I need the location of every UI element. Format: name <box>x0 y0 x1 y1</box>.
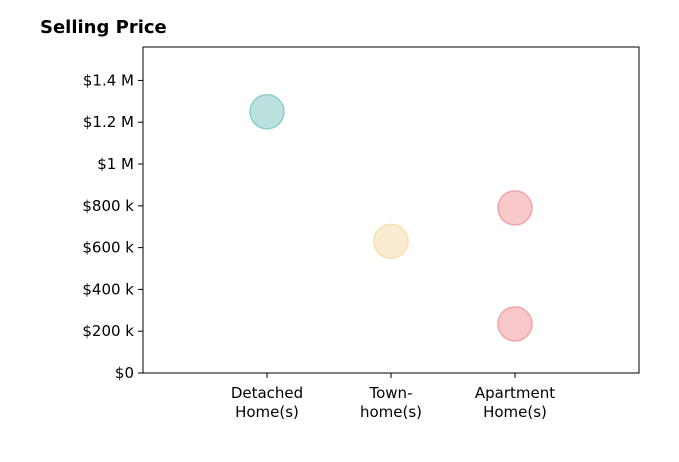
plot-frame <box>142 46 640 374</box>
x-tick-label-line: Detached <box>231 384 303 402</box>
x-tick-label-line: Home(s) <box>235 403 299 421</box>
data-point <box>373 223 409 260</box>
x-tick-label-line: Apartment <box>475 384 555 402</box>
x-tick-label-line: Home(s) <box>483 403 547 421</box>
x-tick-label: Apartment Home(s) <box>475 384 555 421</box>
y-tick-label: $200 k <box>82 322 134 340</box>
y-axis: $0 $200 k $400 k $600 k $800 k $1 M $1.2 M $1.4… <box>82 71 143 382</box>
x-axis: Detached Home(s)Town-home(s)Apartment Home… <box>231 373 555 421</box>
y-tick-label: $600 k <box>82 239 134 257</box>
y-tick-label: $1.4 M <box>83 71 134 89</box>
y-tick-label: $0 <box>115 364 134 382</box>
x-tick-label-line: home(s) <box>360 403 422 421</box>
data-point <box>497 190 533 226</box>
data-point <box>497 306 533 342</box>
x-tick-label-line: Town- <box>369 384 413 402</box>
data-point <box>249 94 285 130</box>
y-tick-label: $1 M <box>97 155 134 173</box>
y-tick-label: $400 k <box>82 280 134 298</box>
x-tick-label: Town-home(s) <box>360 384 422 421</box>
y-tick-label: $800 k <box>82 197 134 215</box>
y-tick-label: $1.2 M <box>83 113 134 131</box>
chart-title: Selling Price <box>40 17 167 38</box>
chart-marks <box>249 94 533 342</box>
x-tick-label: Detached Home(s) <box>231 384 303 421</box>
